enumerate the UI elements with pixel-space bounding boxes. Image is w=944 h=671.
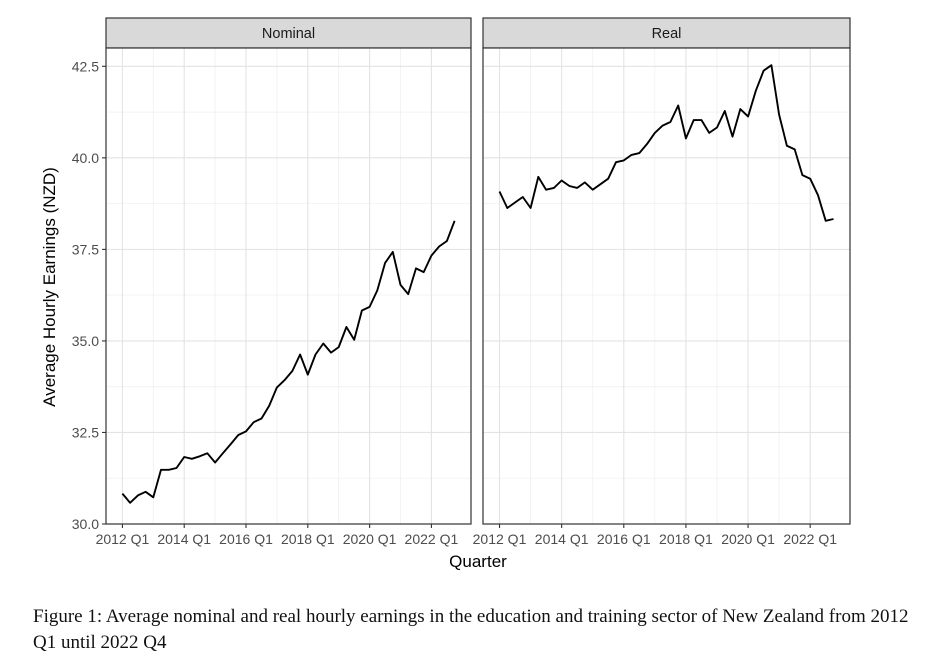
panel-nominal: Nominal (105, 17, 472, 525)
y-tick-label: 30.0 (72, 516, 99, 532)
panel-background (483, 48, 850, 524)
series-line-real (498, 64, 834, 222)
x-tick-label: 2022 Q1 (783, 531, 837, 547)
y-axis: 30.0 32.5 35.0 37.5 40.0 42.5 (72, 58, 106, 532)
figure-caption: Figure 1: Average nominal and real hourl… (33, 606, 909, 653)
panel-real: Real (482, 17, 851, 525)
x-tick-label: 2022 Q1 (405, 531, 459, 547)
x-tick-label: 2016 Q1 (597, 531, 651, 547)
x-tick-label: 2018 Q1 (281, 531, 335, 547)
series-line-nominal (121, 220, 456, 504)
x-tick-label: 2020 Q1 (343, 531, 397, 547)
y-axis-title: Average Hourly Earnings (NZD) (40, 167, 59, 407)
panel-background (106, 48, 471, 524)
x-axis: 2012 Q1 2014 Q1 2016 Q1 2018 Q1 2020 Q1 2022 … (96, 524, 837, 547)
faceted-line-chart: Nominal Real 30.0 32.5 35.0 37.5 40.0 42.5 201… (40, 17, 851, 571)
panel-border (105, 47, 472, 525)
y-tick-label: 40.0 (72, 150, 99, 166)
x-tick-label: 2016 Q1 (219, 531, 273, 547)
x-tick-label: 2014 Q1 (535, 531, 589, 547)
panel-title: Real (652, 26, 682, 42)
x-tick-label: 2012 Q1 (96, 531, 150, 547)
panel-title: Nominal (262, 26, 315, 42)
y-tick-label: 35.0 (72, 333, 99, 349)
panel-strip (105, 17, 472, 49)
x-tick-label: 2014 Q1 (157, 531, 211, 547)
y-tick-label: 42.5 (72, 58, 99, 74)
x-tick-label: 2018 Q1 (659, 531, 713, 547)
panel-strip (482, 17, 851, 49)
y-tick-label: 32.5 (72, 424, 99, 440)
panel-border (482, 47, 851, 525)
x-tick-label: 2012 Q1 (473, 531, 527, 547)
x-tick-label: 2020 Q1 (721, 531, 775, 547)
x-axis-title: Quarter (449, 552, 507, 571)
y-tick-label: 37.5 (72, 241, 99, 257)
